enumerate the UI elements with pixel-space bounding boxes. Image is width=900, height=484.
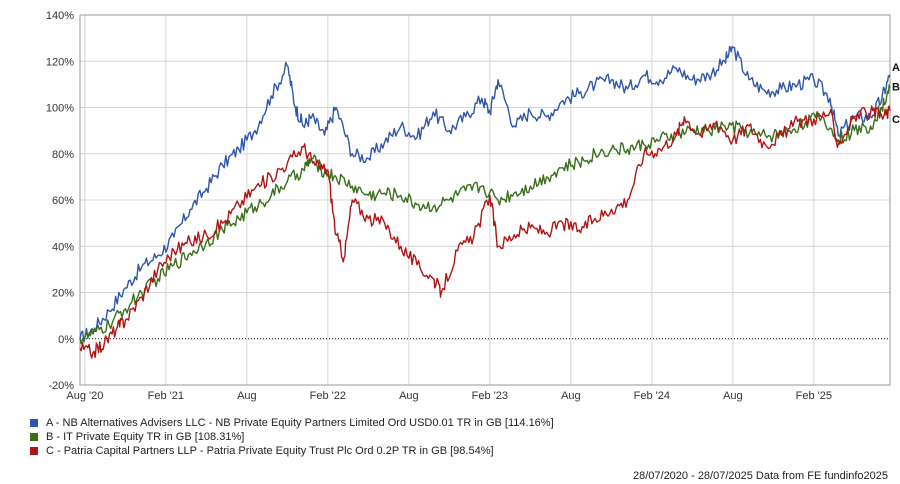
x-tick-label: Aug xyxy=(723,390,743,402)
y-tick-label: 120% xyxy=(46,56,74,68)
legend-label-a: A - NB Alternatives Advisers LLC - NB Pr… xyxy=(46,417,554,429)
x-tick-label: Feb '23 xyxy=(472,390,508,402)
series-end-label-c: C xyxy=(892,114,900,126)
x-tick-label: Feb '24 xyxy=(634,390,670,402)
y-tick-label: 20% xyxy=(52,288,74,300)
legend-label-c: C - Patria Capital Partners LLP - Patria… xyxy=(46,445,494,457)
x-tick-label: Aug xyxy=(399,390,419,402)
y-tick-label: 140% xyxy=(46,10,74,22)
y-tick-label: -20% xyxy=(48,380,74,392)
legend-swatch-a xyxy=(30,419,38,427)
source-footer: 28/07/2020 - 28/07/2025 Data from FE fun… xyxy=(632,470,888,482)
y-tick-label: 60% xyxy=(52,195,74,207)
x-tick-label: Aug xyxy=(561,390,581,402)
legend: A - NB Alternatives Advisers LLC - NB Pr… xyxy=(30,416,554,458)
legend-item-a: A - NB Alternatives Advisers LLC - NB Pr… xyxy=(30,416,554,430)
legend-label-b: B - IT Private Equity TR in GB [108.31%] xyxy=(46,431,245,443)
y-tick-label: 0% xyxy=(58,334,74,346)
y-tick-label: 40% xyxy=(52,241,74,253)
y-tick-label: 100% xyxy=(46,103,74,115)
series-line-b xyxy=(79,84,891,345)
x-tick-label: Feb '22 xyxy=(310,390,346,402)
series-end-label-a: A xyxy=(892,62,900,74)
series-line-a xyxy=(79,45,891,343)
x-tick-label: Aug xyxy=(237,390,257,402)
legend-item-c: C - Patria Capital Partners LLP - Patria… xyxy=(30,444,554,458)
series-line-c xyxy=(79,105,891,359)
legend-item-b: B - IT Private Equity TR in GB [108.31%] xyxy=(30,430,554,444)
x-tick-label: Aug '20 xyxy=(66,390,103,402)
legend-swatch-b xyxy=(30,433,38,441)
plot-frame xyxy=(79,14,891,386)
y-tick-label: 80% xyxy=(52,149,74,161)
x-tick-label: Feb '25 xyxy=(796,390,832,402)
series-end-label-b: B xyxy=(892,81,900,93)
x-tick-label: Feb '21 xyxy=(148,390,184,402)
legend-swatch-c xyxy=(30,447,38,455)
